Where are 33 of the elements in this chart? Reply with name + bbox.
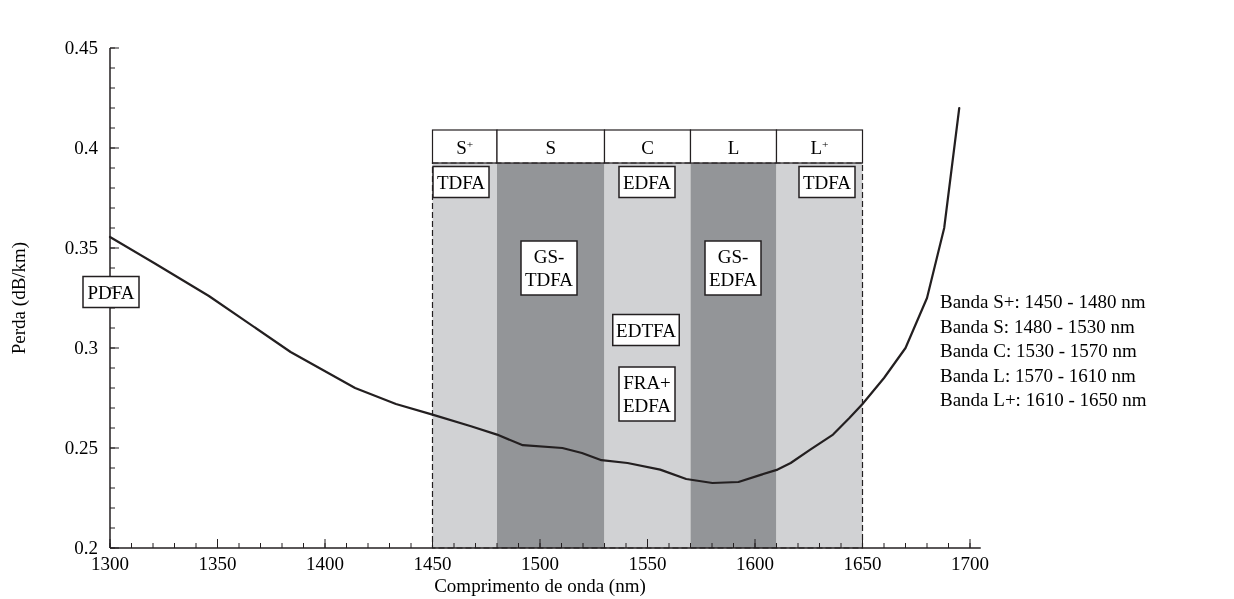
y-tick-label: 0.4 xyxy=(74,137,99,158)
band-label: S$^{+}$ xyxy=(456,137,474,158)
annotation: TDFA xyxy=(802,171,852,193)
band-label: L xyxy=(727,137,740,158)
y-tick-label: 0.3 xyxy=(74,337,98,358)
y-tick-label: 0.25 xyxy=(64,437,98,458)
annotation: GS- EDFA xyxy=(708,246,758,290)
y-axis-title: Perda (dB/km) xyxy=(8,241,30,355)
annotation: EDTFA xyxy=(616,319,677,341)
x-tick-label: 1600 xyxy=(736,553,774,574)
annotation: EDFA xyxy=(622,171,672,193)
annotation: Banda C: 1530 - 1570 nm xyxy=(940,340,1138,361)
x-tick-label: 1700 xyxy=(951,553,989,574)
x-tick-label: 1400 xyxy=(306,553,344,574)
band-label: L$^{+}$ xyxy=(810,137,829,158)
annotation: PDFA xyxy=(87,281,135,303)
x-tick-label: 1500 xyxy=(521,553,559,574)
y-tick-label: 0.35 xyxy=(64,237,98,258)
x-tick-label: 1350 xyxy=(198,553,237,574)
annotation: Banda L+: 1610 - 1650 nm xyxy=(940,389,1147,410)
x-tick-label: 1650 xyxy=(843,553,882,574)
band-label: S xyxy=(545,137,557,158)
x-tick-label: 1450 xyxy=(413,553,452,574)
annotation: FRA+ EDFA xyxy=(622,372,672,416)
band-label: C xyxy=(641,137,654,158)
annotation: GS- TDFA xyxy=(524,246,574,290)
x-tick-label: 1550 xyxy=(628,553,667,574)
annotation: Banda S: 1480 - 1530 nm xyxy=(940,315,1135,337)
y-tick-label: 0.45 xyxy=(64,37,98,58)
annotation: TDFA xyxy=(436,171,486,193)
x-axis-title: Comprimento de onda (nm) xyxy=(434,575,646,597)
annotation: Banda S+: 1450 - 1480 nm xyxy=(940,291,1146,312)
annotation: Banda L: 1570 - 1610 nm xyxy=(940,364,1136,386)
